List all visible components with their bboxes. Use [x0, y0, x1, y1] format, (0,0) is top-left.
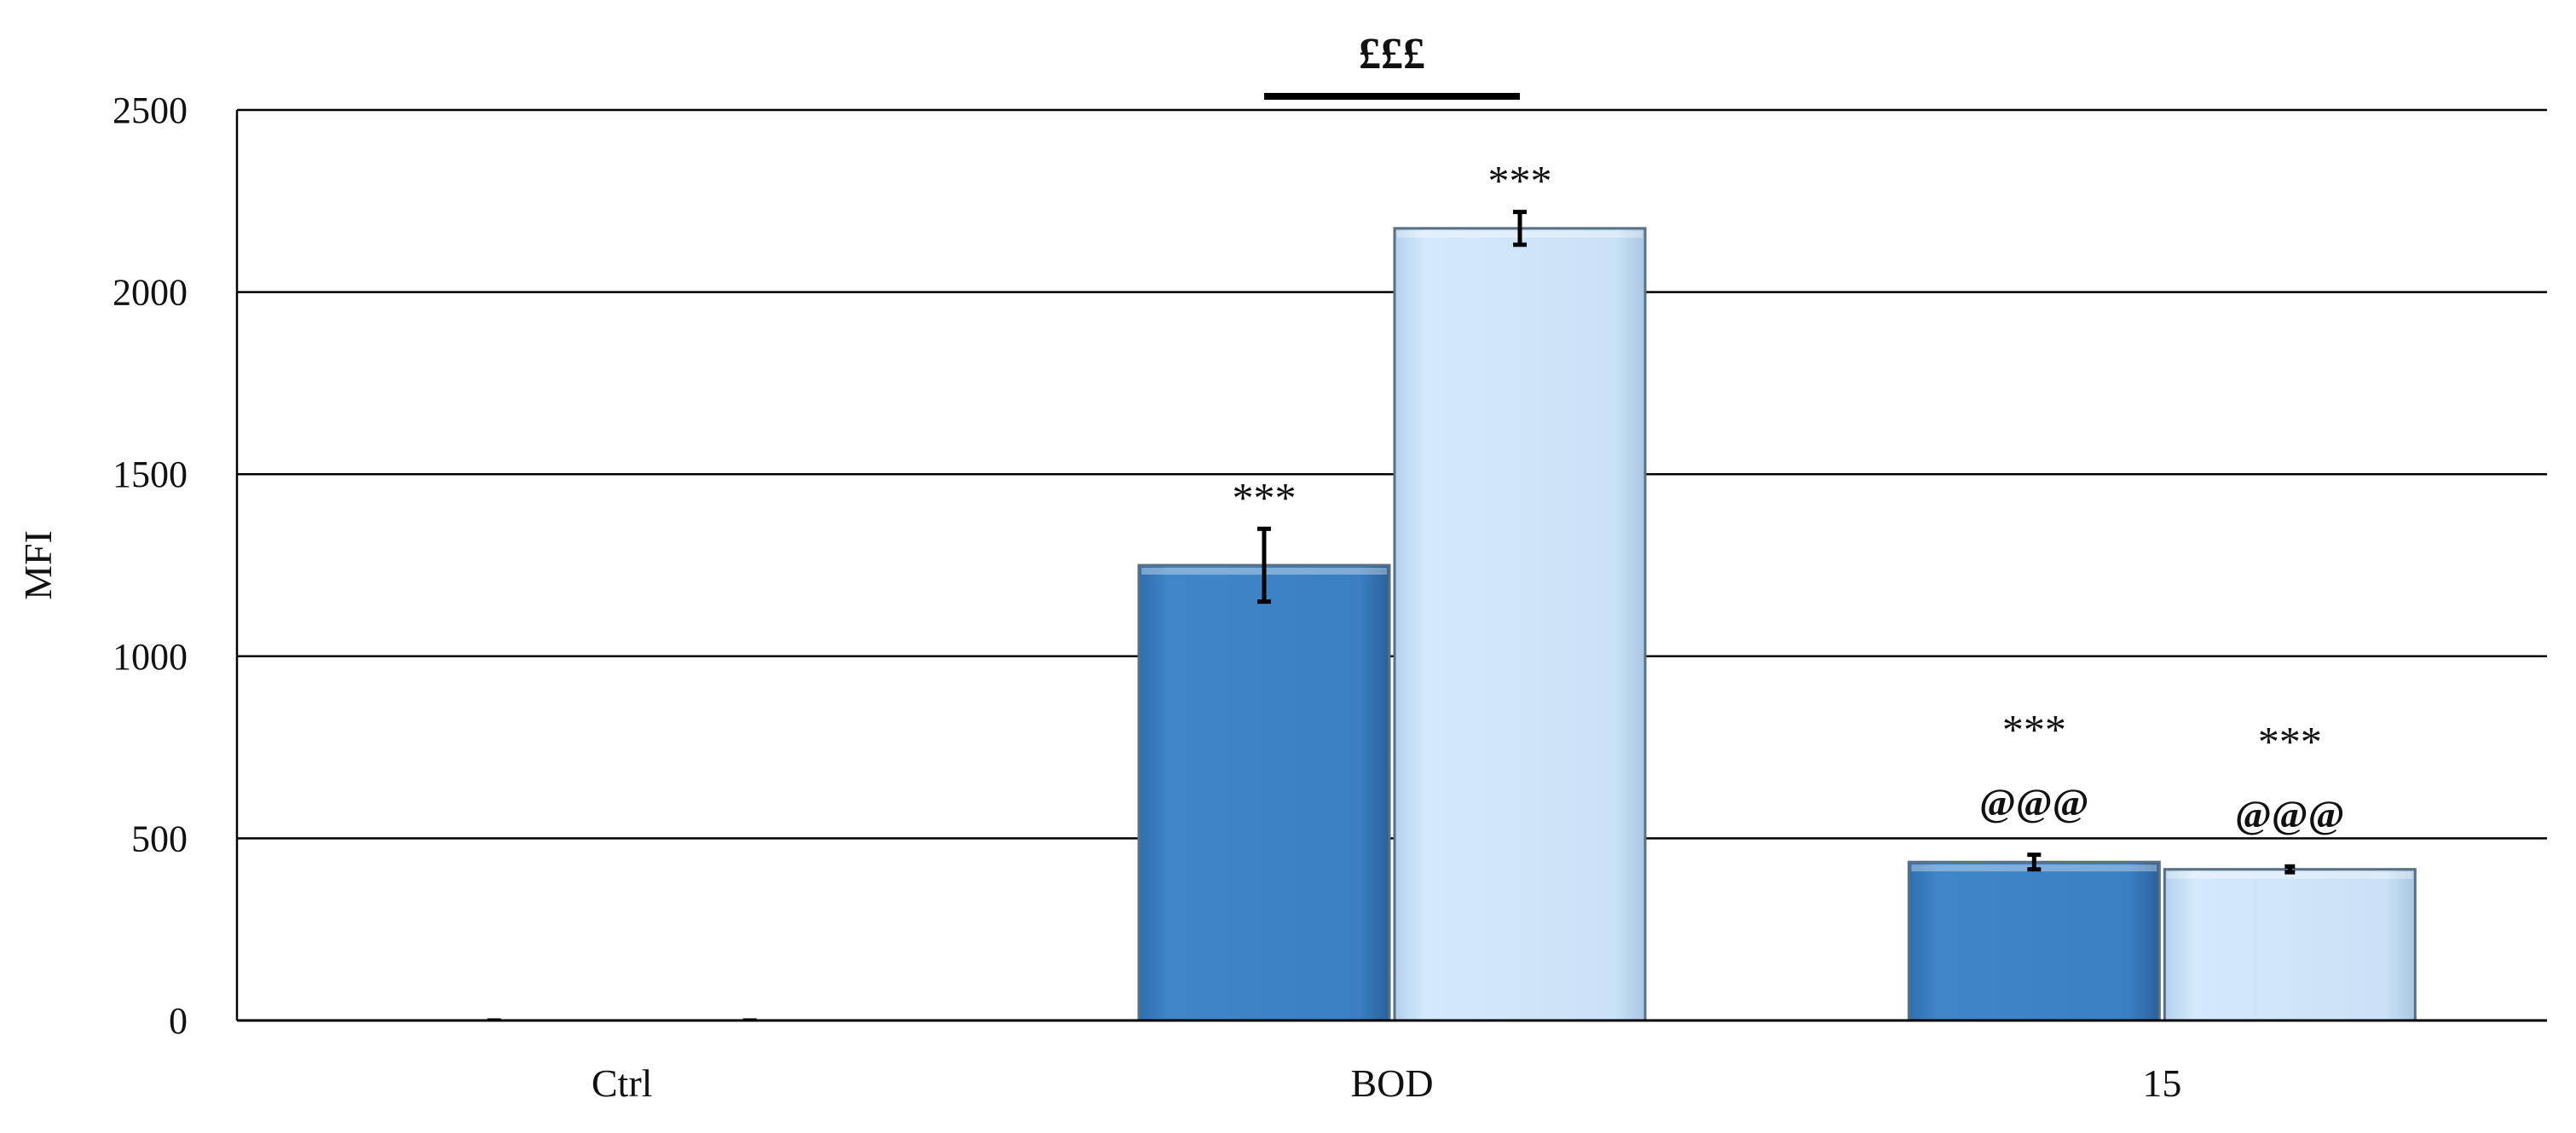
bars: [487, 210, 2417, 1022]
comparison-label: £££: [1359, 30, 1425, 78]
labels: 0 500 1000 1500 2000 2500 MFI *** @@@ *** *** @@@ **…: [16, 30, 2345, 1105]
y-tick-label: 1000: [113, 636, 188, 678]
significance-annotation: @@@: [1979, 781, 2088, 824]
y-tick-label: 500: [131, 818, 188, 859]
bar: [1907, 860, 2161, 1022]
y-tick-label: 0: [169, 1000, 188, 1042]
x-tick-label: Ctrl: [592, 1061, 653, 1105]
bar: [2163, 868, 2417, 1022]
bar: [1137, 564, 1391, 1022]
y-tick-label: 2000: [113, 272, 188, 314]
bar: [1393, 227, 1647, 1022]
y-axis-title: MFI: [16, 530, 60, 600]
y-tick-label: 2500: [113, 90, 188, 131]
y-tick-label: 1500: [113, 454, 188, 495]
x-tick-label: 15: [2142, 1061, 2181, 1105]
x-tick-label: BOD: [1350, 1061, 1433, 1105]
significance-annotation: ***: [2258, 717, 2322, 765]
bar-highlight: [2167, 871, 2413, 879]
significance-annotation: ***: [1488, 157, 1552, 205]
axes: [235, 93, 2547, 1022]
gridlines: [237, 108, 2547, 840]
significance-annotation: ***: [1233, 473, 1297, 521]
significance-annotation: ***: [2002, 706, 2066, 754]
significance-annotation: @@@: [2235, 792, 2344, 835]
